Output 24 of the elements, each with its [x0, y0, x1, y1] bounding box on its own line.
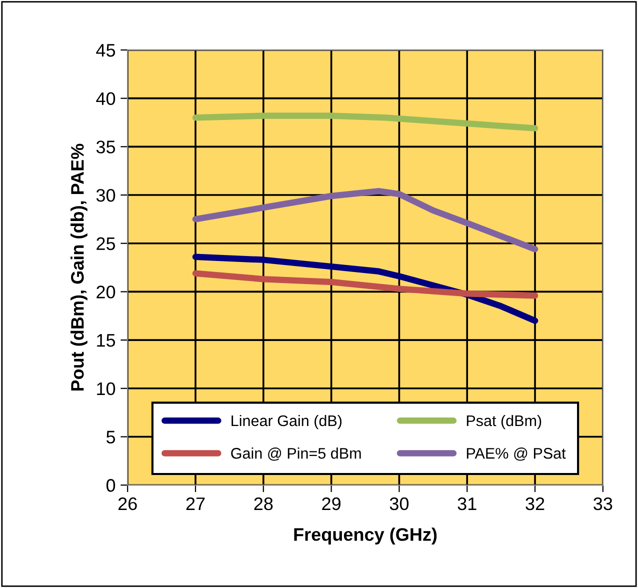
y-tick-label: 5: [106, 430, 116, 444]
legend-label: PAE% @ PSat: [466, 448, 566, 461]
y-tick-label: 45: [96, 44, 116, 57]
y-tick-label: 10: [97, 382, 116, 396]
y-axis-title: Pout (dBm), Gain (db), PAE%: [70, 144, 88, 391]
x-tick-label: 28: [254, 497, 273, 510]
legend-label: Psat (dBm): [466, 414, 542, 430]
y-tick-label: 35: [96, 140, 116, 154]
legend-label: Linear Gain (dB): [232, 414, 342, 430]
x-tick-label: 31: [458, 497, 476, 510]
y-tick-label: 20: [96, 286, 116, 298]
y-tick-label: 15: [97, 334, 116, 347]
x-tick-label: 30: [390, 497, 409, 510]
y-tick-label: 40: [96, 92, 116, 106]
x-tick-label: 29: [322, 497, 340, 510]
x-tick-label: 32: [526, 497, 544, 510]
x-tick-label: 33: [594, 497, 612, 510]
y-tick-label: 30: [96, 188, 116, 202]
legend-label: Gain @ Pin=5 dBm: [231, 448, 361, 461]
x-tick-label: 26: [118, 497, 137, 510]
x-tick-label: 27: [186, 497, 205, 510]
y-tick-label: 0: [106, 479, 116, 492]
y-tick-label: 25: [96, 237, 116, 250]
x-axis-title: Frequency (GHz): [294, 528, 437, 544]
